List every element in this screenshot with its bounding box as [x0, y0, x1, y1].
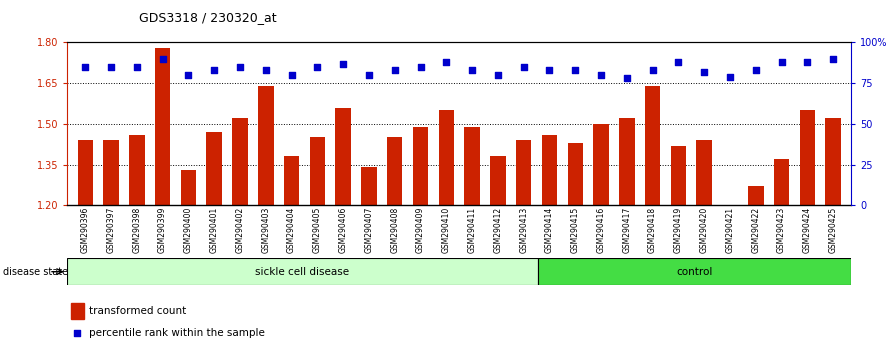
Text: sickle cell disease: sickle cell disease — [255, 267, 349, 277]
Text: GDS3318 / 230320_at: GDS3318 / 230320_at — [139, 11, 277, 24]
Point — [284, 72, 298, 78]
Point — [568, 67, 582, 73]
Bar — [438, 110, 454, 205]
Point — [233, 64, 247, 70]
Bar — [696, 140, 712, 205]
Bar — [516, 140, 531, 205]
Bar — [538, 258, 851, 285]
Bar — [464, 127, 480, 205]
Bar — [361, 167, 376, 205]
Point — [336, 61, 350, 67]
Bar — [155, 48, 170, 205]
Point — [104, 64, 118, 70]
Point — [697, 69, 711, 75]
Point — [181, 72, 195, 78]
Text: transformed count: transformed count — [89, 306, 186, 316]
Bar — [67, 258, 538, 285]
Bar — [310, 137, 325, 205]
Point — [491, 72, 505, 78]
Point — [826, 56, 840, 62]
Point — [800, 59, 814, 65]
Bar — [232, 119, 247, 205]
Bar — [825, 119, 840, 205]
Bar — [206, 132, 222, 205]
Bar — [284, 156, 299, 205]
Point — [207, 67, 221, 73]
Point — [362, 72, 376, 78]
Bar — [181, 170, 196, 205]
Bar — [387, 137, 402, 205]
Point — [465, 67, 479, 73]
Text: control: control — [676, 267, 712, 277]
Point — [671, 59, 685, 65]
Bar — [78, 140, 93, 205]
Bar — [619, 119, 634, 205]
Text: percentile rank within the sample: percentile rank within the sample — [89, 328, 265, 338]
Bar — [748, 186, 763, 205]
Bar — [258, 86, 273, 205]
Bar — [335, 108, 351, 205]
Point — [620, 75, 634, 81]
Point — [439, 59, 453, 65]
Bar — [129, 135, 144, 205]
Point — [594, 72, 608, 78]
Point — [723, 74, 737, 80]
Bar — [542, 135, 557, 205]
Bar — [593, 124, 608, 205]
Text: disease state: disease state — [3, 267, 68, 277]
Bar — [799, 110, 815, 205]
Point — [70, 330, 84, 336]
Point — [774, 59, 788, 65]
Bar — [567, 143, 583, 205]
Point — [749, 67, 763, 73]
Point — [516, 64, 530, 70]
Bar — [490, 156, 505, 205]
Point — [130, 64, 144, 70]
Bar — [71, 303, 83, 319]
Point — [413, 64, 427, 70]
Point — [310, 64, 324, 70]
Bar — [645, 86, 660, 205]
Point — [542, 67, 556, 73]
Point — [155, 56, 169, 62]
Bar — [774, 159, 789, 205]
Point — [645, 67, 659, 73]
Bar — [413, 127, 428, 205]
Point — [78, 64, 92, 70]
Bar — [671, 145, 686, 205]
Bar — [103, 140, 119, 205]
Point — [388, 67, 402, 73]
Point — [259, 67, 273, 73]
